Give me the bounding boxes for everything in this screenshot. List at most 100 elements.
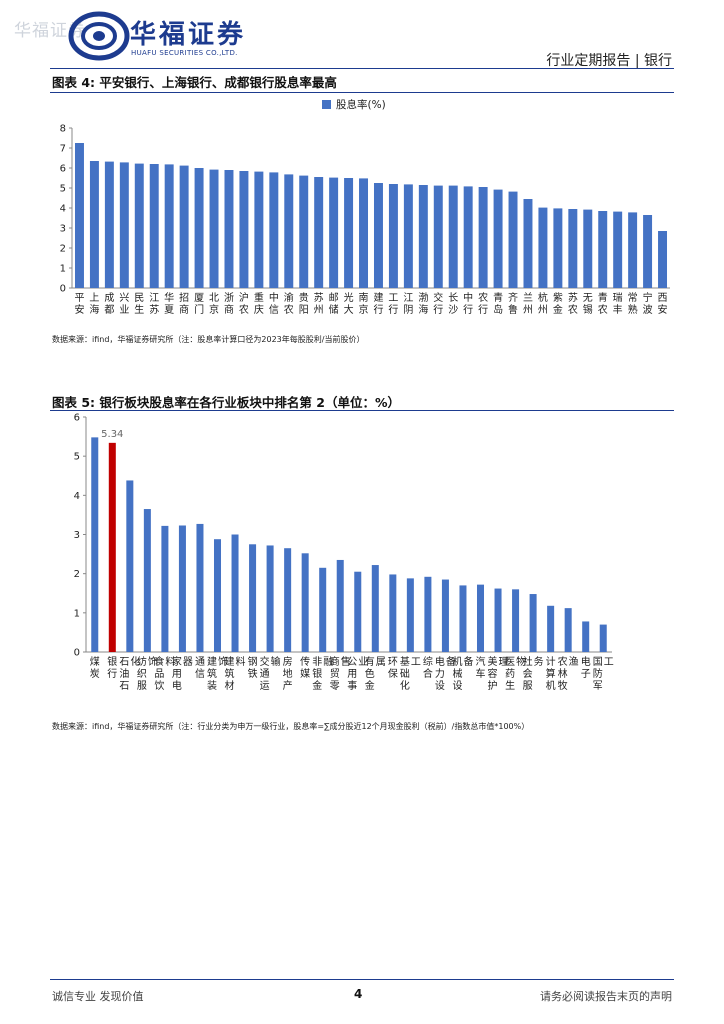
- bar: [658, 231, 668, 288]
- bar: [373, 183, 383, 288]
- bar: [178, 525, 186, 652]
- bar: [441, 579, 449, 652]
- x-tick-label: 贵阳: [299, 291, 309, 316]
- bar: [538, 207, 548, 288]
- x-tick-label: 传媒: [300, 656, 310, 680]
- x-tick-label: 综合: [423, 655, 433, 680]
- bar: [598, 211, 608, 288]
- bar: [478, 187, 488, 288]
- bar: [329, 177, 339, 288]
- x-tick-label: 料: [236, 655, 246, 668]
- bar: [179, 165, 189, 288]
- bar: [224, 170, 234, 288]
- x-tick-label: 中行: [463, 291, 473, 316]
- x-tick-label: 建筑材: [225, 655, 235, 692]
- bar: [284, 174, 294, 288]
- y-tick-label: 1: [74, 608, 80, 619]
- x-tick-label: 煤炭: [90, 655, 100, 680]
- x-tick-label: 长沙: [448, 292, 458, 316]
- bar: [126, 480, 134, 652]
- bar: [628, 212, 638, 288]
- bar: [599, 624, 607, 652]
- bar: [161, 525, 169, 652]
- x-tick-label: 医药生: [505, 656, 515, 692]
- x-tick-label: 售: [341, 655, 351, 668]
- x-tick-label: 兰州: [523, 291, 533, 316]
- bar: [108, 442, 116, 652]
- bar: [196, 523, 204, 652]
- bar: [209, 169, 219, 288]
- bar: [418, 185, 428, 288]
- y-tick-label: 5: [60, 184, 66, 195]
- figure5-title-divider: [50, 410, 674, 411]
- x-tick-label: 机械设: [452, 655, 462, 692]
- y-tick-label: 3: [60, 224, 66, 235]
- watermark: 华福证券: [14, 21, 86, 41]
- x-tick-label: 邮储: [329, 291, 339, 316]
- y-tick-label: 8: [60, 124, 66, 135]
- x-tick-label: 建行: [373, 291, 383, 316]
- x-tick-label: 化: [130, 655, 140, 668]
- x-tick-label: 农行: [478, 291, 488, 316]
- x-tick-label: 交行: [433, 291, 443, 316]
- x-tick-label: 饰: [148, 655, 158, 668]
- figure4-title-divider: [50, 92, 674, 93]
- bar: [164, 164, 174, 288]
- bar: [582, 621, 590, 652]
- x-tick-label: 国防军: [593, 656, 603, 692]
- figure5-title: 图表 5: 银行板块股息率在各行业板块中排名第 2（单位：%）: [52, 395, 400, 410]
- x-tick-label: 备: [463, 655, 473, 668]
- x-tick-label: 电力设: [435, 655, 445, 692]
- x-tick-label: 输: [271, 655, 281, 668]
- legend-swatch: [322, 100, 331, 109]
- x-tick-label: 业: [358, 656, 368, 668]
- x-tick-label: 江阴: [403, 292, 413, 316]
- x-tick-label: 环保: [388, 657, 398, 680]
- y-tick-label: 0: [74, 648, 80, 659]
- x-tick-label: 计算机: [546, 655, 556, 692]
- x-tick-label: 通信: [195, 656, 205, 680]
- x-tick-label: 家用电: [172, 655, 182, 692]
- x-tick-label: 江苏: [149, 292, 159, 316]
- bar: [494, 588, 502, 652]
- bar: [269, 172, 279, 288]
- brand-name: 华福证券: [130, 20, 247, 50]
- report-type: 行业定期报告 | 银行: [546, 53, 672, 69]
- company-logo-icon: [68, 11, 130, 61]
- x-tick-label: 青岛: [493, 291, 503, 316]
- bar: [433, 185, 443, 288]
- x-tick-label: 工行: [388, 293, 398, 316]
- x-tick-label: 渔: [569, 656, 579, 668]
- data-label: 5.34: [101, 429, 123, 440]
- bar: [463, 186, 473, 288]
- footer-slogan: 诚信专业 发现价值: [52, 990, 144, 1003]
- brand-name-english: HUAFU SECURITIES CO.,LTD.: [131, 49, 238, 57]
- x-tick-label: 厦门: [194, 292, 204, 316]
- x-tick-label: 纺织服: [137, 655, 147, 692]
- bar: [301, 553, 309, 652]
- y-tick-label: 6: [74, 413, 80, 424]
- bar: [254, 171, 264, 288]
- bar: [134, 163, 144, 288]
- x-tick-label: 料: [165, 655, 175, 668]
- x-tick-label: 西安: [658, 293, 668, 316]
- bar: [448, 185, 458, 288]
- x-tick-label: 美容护: [488, 655, 498, 692]
- y-tick-label: 3: [74, 530, 80, 541]
- x-tick-label: 苏州: [314, 291, 324, 316]
- footer-divider: [50, 979, 674, 980]
- x-tick-label: 属: [376, 656, 386, 668]
- bar: [493, 189, 503, 288]
- figure4-title: 图表 4: 平安银行、上海银行、成都银行股息率最高: [52, 75, 337, 90]
- bar: [529, 594, 537, 652]
- x-tick-label: 成都: [104, 292, 114, 316]
- bar: [314, 177, 324, 288]
- bar: [149, 164, 159, 288]
- x-tick-label: 公用事: [347, 657, 357, 692]
- bar: [568, 209, 578, 288]
- y-tick-label: 4: [60, 204, 66, 215]
- x-tick-label: 社会服: [523, 655, 533, 692]
- bar: [74, 143, 84, 288]
- bar: [424, 576, 432, 652]
